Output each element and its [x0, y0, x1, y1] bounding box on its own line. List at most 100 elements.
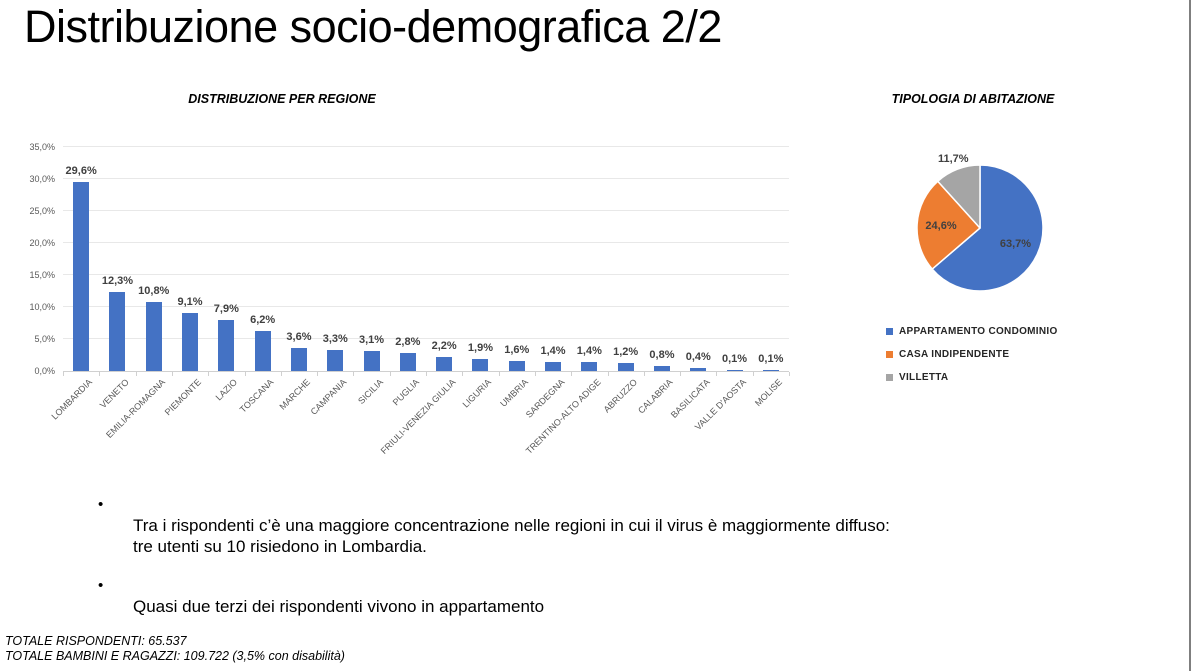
category-axis-tick	[317, 372, 319, 376]
x-axis-category-label: LIGURIA	[460, 377, 494, 410]
bar-value-label: 12,3%	[101, 275, 134, 288]
bar	[545, 362, 562, 371]
bullet-list: • Tra i rispondenti c’è una maggiore conc…	[98, 494, 1098, 617]
category-axis-tick	[643, 372, 645, 376]
bar	[726, 370, 743, 371]
pie-legend: APPARTAMENTO CONDOMINIO CASA INDIPENDENTE…	[886, 320, 1058, 389]
bullet-glyph: •	[98, 496, 104, 513]
gridline	[63, 178, 789, 179]
bar	[182, 312, 199, 371]
bar-value-label: 3,6%	[286, 330, 312, 343]
pie-value-label: 11,7%	[937, 152, 969, 165]
bar	[581, 362, 598, 371]
bar	[218, 320, 235, 371]
category-axis-tick	[171, 372, 173, 376]
legend-item: CASA INDIPENDENTE	[886, 343, 1058, 366]
bar	[690, 368, 707, 371]
category-axis-tick	[280, 372, 282, 376]
bar-value-label: 0,1%	[722, 353, 748, 366]
bar-value-label: 2,8%	[395, 336, 421, 349]
category-axis-tick	[135, 372, 137, 376]
pie-slice	[931, 164, 1044, 292]
bar-value-label: 3,1%	[359, 334, 385, 347]
y-axis-tick-label: 10,0%	[29, 302, 55, 312]
x-axis-category-label: MOLISE	[752, 377, 784, 409]
gridline	[63, 210, 789, 211]
bar	[109, 292, 126, 371]
bar-value-label: 1,4%	[540, 345, 566, 358]
category-axis-tick	[498, 372, 500, 376]
category-axis-tick	[680, 372, 682, 376]
gridline	[63, 242, 789, 243]
bar-value-label: 3,3%	[322, 332, 348, 345]
x-axis-category-label: LOMBARDIA	[49, 377, 95, 422]
gridline	[63, 274, 789, 275]
bar	[653, 365, 670, 371]
gridline	[63, 146, 789, 147]
bar-value-label: 9,1%	[177, 295, 203, 308]
category-axis-tick	[789, 372, 790, 376]
bar-value-label: 29,6%	[65, 164, 97, 177]
pie-svg	[916, 164, 1044, 292]
bar	[290, 347, 307, 371]
bar-value-label: 7,9%	[213, 303, 239, 316]
bar-value-label: 1,4%	[576, 345, 602, 358]
bar-value-label: 2,2%	[431, 339, 457, 352]
category-axis-tick	[716, 372, 718, 376]
bullet-item: • Tra i rispondenti c’è una maggiore conc…	[98, 494, 1098, 557]
bar-value-label: 0,8%	[649, 348, 675, 361]
x-axis-category-label: TRENTINO-ALTO ADIGE	[523, 377, 603, 456]
bar	[327, 349, 344, 371]
category-axis-tick	[426, 372, 427, 376]
x-axis-category-label: MARCHE	[277, 377, 313, 412]
legend-label: APPARTAMENTO CONDOMINIO	[899, 326, 1058, 337]
bar-chart-title: DISTRIBUZIONE PER REGIONE	[188, 92, 376, 106]
legend-label: VILLETTA	[899, 372, 949, 383]
slide-footer: TOTALE RISPONDENTI: 65.537 TOTALE BAMBIN…	[5, 634, 345, 664]
category-axis-tick	[208, 372, 210, 376]
bullet-text: Quasi due terzi dei rispondenti vivono i…	[133, 597, 545, 616]
bar	[73, 181, 90, 371]
gridline	[63, 338, 789, 339]
bar	[472, 358, 489, 371]
x-axis-category-label: CAMPANIA	[308, 377, 349, 417]
bullet-item: • Quasi due terzi dei rispondenti vivono …	[98, 575, 1098, 617]
x-axis-category-label: PUGLIA	[390, 377, 421, 408]
bar-value-label: 0,1%	[758, 353, 784, 366]
category-axis-tick	[571, 372, 573, 376]
pie-slice	[916, 180, 981, 270]
category-axis-tick	[353, 372, 355, 376]
y-axis-tick-label: 0,0%	[34, 366, 55, 376]
bar	[762, 370, 779, 371]
category-axis-tick	[63, 372, 64, 376]
slide-right-border	[1189, 0, 1191, 671]
bullet-glyph: •	[98, 577, 104, 594]
x-axis-category-label: ABRUZZO	[601, 377, 639, 415]
x-axis-category-label: CALABRIA	[636, 377, 676, 416]
category-axis-tick	[607, 372, 609, 376]
legend-label: CASA INDIPENDENTE	[899, 349, 1010, 360]
pie-slice	[937, 164, 981, 229]
y-axis-tick-label: 30,0%	[29, 174, 55, 184]
category-axis-tick	[389, 372, 391, 376]
x-axis-category-label: VENETO	[97, 377, 131, 411]
y-axis-tick-label: 15,0%	[29, 270, 55, 280]
bar	[436, 356, 453, 371]
x-axis-category-label: PIEMONTE	[162, 377, 204, 418]
bar	[399, 353, 416, 371]
pie-value-label: 24,6%	[925, 219, 957, 232]
bar	[254, 331, 271, 371]
y-axis-tick-label: 5,0%	[34, 334, 55, 344]
bar-value-label: 1,9%	[467, 341, 493, 354]
pie-chart-title: TIPOLOGIA DI ABITAZIONE	[891, 92, 1055, 106]
legend-swatch	[886, 351, 893, 358]
legend-swatch	[886, 328, 893, 335]
pie-value-label: 63,7%	[999, 238, 1032, 251]
y-axis-tick-label: 20,0%	[29, 238, 55, 248]
bar-value-label: 0,4%	[685, 351, 711, 364]
footer-line-total-children: TOTALE BAMBINI E RAGAZZI: 109.722 (3,5% …	[5, 649, 345, 663]
legend-swatch	[886, 374, 893, 381]
bar	[145, 301, 162, 371]
x-axis-category-label: FRIULI-VENEZIA GIULIA	[378, 377, 458, 456]
